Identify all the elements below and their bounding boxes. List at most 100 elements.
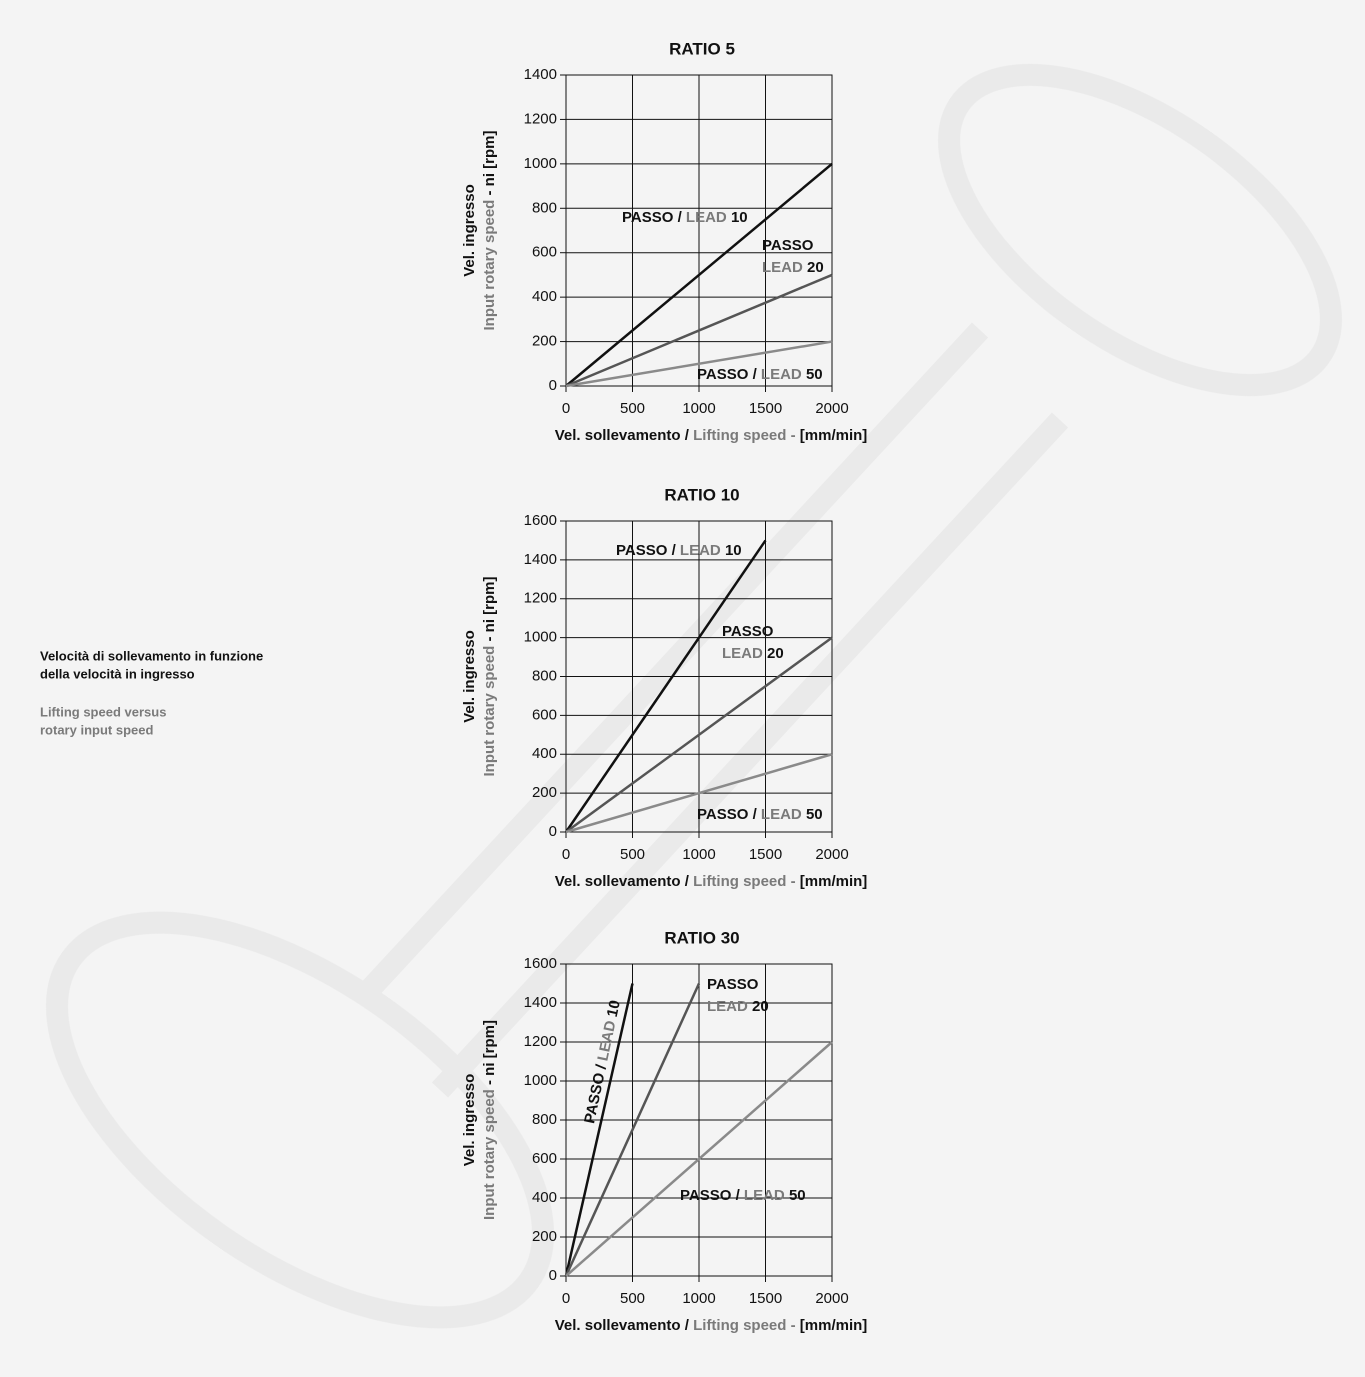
y-tick-label: 1000 xyxy=(524,1072,557,1089)
chart-title: RATIO 10 xyxy=(664,485,739,504)
y-tick-label: 0 xyxy=(549,1267,557,1284)
series-label: PASSO / LEAD 50 xyxy=(697,366,823,383)
label-word: PASSO xyxy=(762,237,814,254)
label-word: 50 xyxy=(789,1187,806,1204)
label-word: 20 xyxy=(807,259,824,276)
y-axis-label: Input rotary speed - ni [rpm] xyxy=(481,130,498,330)
label-word: 10 xyxy=(725,542,742,559)
label-word: / xyxy=(678,209,683,226)
y-tick-label: 1200 xyxy=(524,590,557,607)
caption-en: Lifting speed versus xyxy=(40,704,166,719)
label-part: Input rotary speed xyxy=(481,1089,498,1220)
x-axis-label: Vel. sollevamento / Lifting speed - [mm/… xyxy=(555,1317,868,1334)
caption-it: Velocità di sollevamento in funzione xyxy=(40,648,263,663)
y-tick-label: 400 xyxy=(532,288,557,305)
y-tick-label: 1200 xyxy=(524,110,557,127)
chart-title: RATIO 5 xyxy=(669,39,735,58)
x-tick-label: 500 xyxy=(620,1290,645,1307)
y-axis-label: Vel. ingresso xyxy=(461,1074,478,1167)
y-tick-label: 200 xyxy=(532,784,557,801)
label-part: [mm/min] xyxy=(800,873,868,890)
y-axis-label: Input rotary speed - ni [rpm] xyxy=(481,576,498,776)
x-tick-label: 1000 xyxy=(682,400,715,417)
series-line xyxy=(564,983,634,1277)
label-word: LEAD xyxy=(762,259,803,276)
caption-en: rotary input speed xyxy=(40,722,153,737)
y-tick-label: 200 xyxy=(532,333,557,350)
series-label: PASSO / LEAD 10 xyxy=(616,542,742,559)
label-word: LEAD xyxy=(707,998,748,1015)
label-part: Lifting speed - xyxy=(693,427,796,444)
label-part: Vel. sollevamento / xyxy=(555,427,690,444)
series-label: PASSO / LEAD 50 xyxy=(697,806,823,823)
label-word: 20 xyxy=(752,998,769,1015)
watermark xyxy=(45,63,1342,1329)
series-line xyxy=(565,636,833,834)
label-part: - ni [rpm] xyxy=(481,1020,498,1085)
label-part: Vel. sollevamento / xyxy=(555,873,690,890)
label-part: Input rotary speed xyxy=(481,646,498,777)
x-tick-label: 0 xyxy=(562,400,570,417)
y-tick-label: 1400 xyxy=(524,994,557,1011)
series-label: PASSO / LEAD 50 xyxy=(680,1187,806,1204)
series-label: PASSO / LEAD 10 xyxy=(622,209,748,226)
label-word: PASSO xyxy=(722,623,774,640)
y-axis-label: Input rotary speed - ni [rpm] xyxy=(481,1020,498,1220)
x-tick-label: 0 xyxy=(562,846,570,863)
label-part: [mm/min] xyxy=(800,1317,868,1334)
y-tick-label: 800 xyxy=(532,1111,557,1128)
x-axis-label: Vel. sollevamento / Lifting speed - [mm/… xyxy=(555,427,868,444)
series-label: PASSO LEAD 20 xyxy=(722,623,784,662)
y-tick-label: 400 xyxy=(532,745,557,762)
label-word: LEAD xyxy=(744,1187,785,1204)
y-tick-label: 600 xyxy=(532,1150,557,1167)
label-part: Vel. sollevamento / xyxy=(555,1317,690,1334)
series-line xyxy=(564,539,767,833)
series-label: PASSO / LEAD 10 xyxy=(581,999,624,1125)
y-tick-label: 800 xyxy=(532,199,557,216)
label-part: - ni [rpm] xyxy=(481,130,498,195)
series-line xyxy=(565,340,833,388)
y-tick-label: 0 xyxy=(549,823,557,840)
label-word: 50 xyxy=(806,806,823,823)
label-word: / xyxy=(753,806,758,823)
series-label: PASSO LEAD 20 xyxy=(762,237,824,276)
y-tick-label: 600 xyxy=(532,244,557,261)
y-tick-label: 600 xyxy=(532,706,557,723)
x-tick-label: 2000 xyxy=(815,400,848,417)
y-tick-label: 0 xyxy=(549,377,557,394)
label-word: PASSO xyxy=(697,806,749,823)
series-line xyxy=(565,753,833,834)
x-tick-label: 0 xyxy=(562,1290,570,1307)
chart-title: RATIO 30 xyxy=(664,928,739,947)
y-tick-label: 1200 xyxy=(524,1033,557,1050)
x-axis-label: Vel. sollevamento / Lifting speed - [mm/… xyxy=(555,873,868,890)
label-word: PASSO xyxy=(616,542,668,559)
y-tick-label: 1600 xyxy=(524,512,557,529)
y-tick-label: 200 xyxy=(532,1228,557,1245)
x-tick-label: 1000 xyxy=(682,1290,715,1307)
label-word: PASSO xyxy=(622,209,674,226)
y-axis-label: Vel. ingresso xyxy=(461,184,478,277)
label-word: LEAD xyxy=(686,209,727,226)
x-tick-label: 1500 xyxy=(749,846,782,863)
y-tick-label: 1000 xyxy=(524,155,557,172)
caption-it: della velocità in ingresso xyxy=(40,666,195,681)
series-line xyxy=(565,273,833,388)
x-tick-label: 2000 xyxy=(815,1290,848,1307)
label-part: Lifting speed - xyxy=(693,873,796,890)
label-word: / xyxy=(753,366,758,383)
label-word: 20 xyxy=(767,645,784,662)
label-word: LEAD xyxy=(761,366,802,383)
x-tick-label: 1500 xyxy=(749,400,782,417)
x-tick-label: 1000 xyxy=(682,846,715,863)
label-word: PASSO xyxy=(707,976,759,993)
label-word: 50 xyxy=(806,366,823,383)
x-tick-label: 500 xyxy=(620,846,645,863)
label-part: Lifting speed - xyxy=(693,1317,796,1334)
x-tick-label: 1500 xyxy=(749,1290,782,1307)
y-tick-label: 1600 xyxy=(524,955,557,972)
x-tick-label: 500 xyxy=(620,400,645,417)
